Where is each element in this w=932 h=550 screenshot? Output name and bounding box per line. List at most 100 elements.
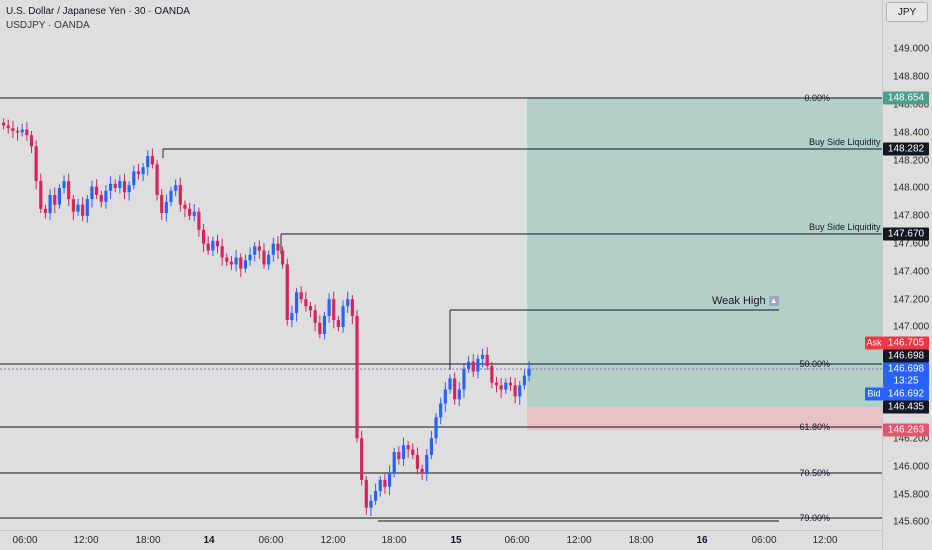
candle-body — [20, 129, 24, 133]
price-tick: 147.800 — [893, 210, 930, 222]
candle-body — [299, 292, 303, 300]
time-label-day: 14 — [203, 535, 215, 546]
candle-countdown: 13:25 — [883, 374, 929, 388]
candle-body — [118, 181, 122, 188]
target-price-tag: 148.654 — [883, 91, 929, 105]
candle-body — [425, 454, 429, 473]
buy-side-liquidity-price-tag-1: 148.282 — [883, 142, 929, 156]
candle-body — [29, 135, 34, 147]
candle-body — [53, 194, 57, 205]
ask-label: Ask — [865, 336, 883, 350]
candle-body — [392, 452, 396, 473]
horizontal-levels — [0, 97, 882, 522]
candle-body — [462, 368, 466, 390]
candle-body — [183, 204, 187, 209]
symbol-legend-subtitle: USDJPY · OANDA — [6, 20, 90, 31]
candle-body — [155, 164, 159, 195]
time-label-day: 16 — [696, 535, 708, 546]
candle-body — [476, 358, 480, 372]
candle-body — [262, 250, 266, 265]
candle-body — [257, 246, 261, 251]
candle-body — [253, 246, 257, 255]
fib-label-705: 70.50% — [799, 468, 830, 478]
candle-body — [146, 156, 150, 168]
candle-body — [467, 361, 471, 369]
time-label: 12:00 — [812, 535, 838, 546]
candle-body — [62, 181, 66, 188]
candle-body — [504, 382, 508, 390]
candle-body — [248, 254, 252, 261]
candle-body — [178, 185, 182, 205]
candle-body — [434, 417, 438, 439]
candle-body — [206, 243, 210, 251]
chart-area[interactable]: U.S. Dollar / Japanese Yen · 30 · OANDA … — [0, 0, 882, 530]
time-label: 18:00 — [135, 535, 161, 546]
candle-body — [457, 389, 461, 400]
time-axis[interactable] — [0, 530, 882, 550]
buy-side-liquidity-label-2: Buy Side Liquidity — [809, 222, 881, 232]
candle-body — [429, 438, 433, 455]
candle-body — [141, 167, 145, 175]
candle-body — [322, 315, 327, 334]
candle-body — [276, 243, 280, 251]
candle-body — [490, 365, 494, 383]
candle-body — [406, 445, 410, 450]
time-label: 06:00 — [751, 535, 777, 546]
price-tick: 147.200 — [893, 294, 930, 306]
buy-side-liquidity-price-tag-2: 147.670 — [883, 227, 929, 241]
target-zone — [527, 98, 882, 407]
bid-label: Bid — [865, 387, 883, 401]
price-tick: 148.400 — [893, 127, 930, 139]
candle-body — [285, 264, 289, 321]
fib-label-618: 61.80% — [799, 422, 830, 432]
price-tick: 145.600 — [893, 516, 930, 528]
candle-body — [11, 128, 15, 132]
candle-body — [494, 382, 499, 386]
ask-price-tag: 146.705 — [883, 336, 929, 350]
candle-body — [81, 204, 85, 216]
candle-body — [15, 131, 20, 133]
candle-body — [360, 438, 364, 480]
candle-body — [104, 190, 108, 202]
candle-body — [318, 322, 322, 334]
last-price-tag: 146.698 — [883, 349, 929, 363]
candle-body — [387, 472, 392, 487]
currency-button[interactable]: JPY — [886, 2, 928, 22]
candle-body — [453, 378, 457, 400]
candle-body — [313, 310, 317, 323]
candle-body — [132, 171, 136, 186]
candle-body — [239, 257, 243, 269]
candle-body — [34, 146, 38, 182]
candle-body — [164, 201, 168, 214]
price-tick: 148.200 — [893, 155, 930, 167]
candle-body — [336, 320, 340, 327]
stop-zone — [527, 407, 882, 430]
candle-body — [229, 261, 234, 265]
candle-body — [294, 292, 299, 314]
candle-body — [234, 257, 238, 265]
chart-canvas[interactable] — [0, 0, 882, 530]
candle-body — [201, 229, 206, 244]
time-label: 12:00 — [566, 535, 592, 546]
position-zones — [527, 98, 882, 430]
fib-label-0: 0.00% — [804, 93, 830, 103]
candle-body — [95, 186, 99, 195]
candle-body — [76, 204, 80, 212]
time-label-day: 15 — [450, 535, 462, 546]
candle-body — [383, 479, 387, 487]
candle-body — [192, 211, 196, 216]
candle-body — [39, 181, 43, 209]
candle-body — [508, 382, 513, 386]
price-tick: 149.000 — [893, 43, 930, 55]
time-label: 12:00 — [73, 535, 99, 546]
candle-body — [415, 454, 420, 469]
price-tick: 147.000 — [893, 321, 930, 333]
candle-body — [271, 243, 275, 255]
candle-body — [350, 299, 354, 316]
candle-body — [327, 299, 331, 316]
price-tick: 148.800 — [893, 71, 930, 83]
candle-body — [378, 479, 382, 492]
candle-body — [308, 306, 313, 311]
candle-body — [99, 194, 103, 202]
candle-body — [527, 368, 531, 376]
